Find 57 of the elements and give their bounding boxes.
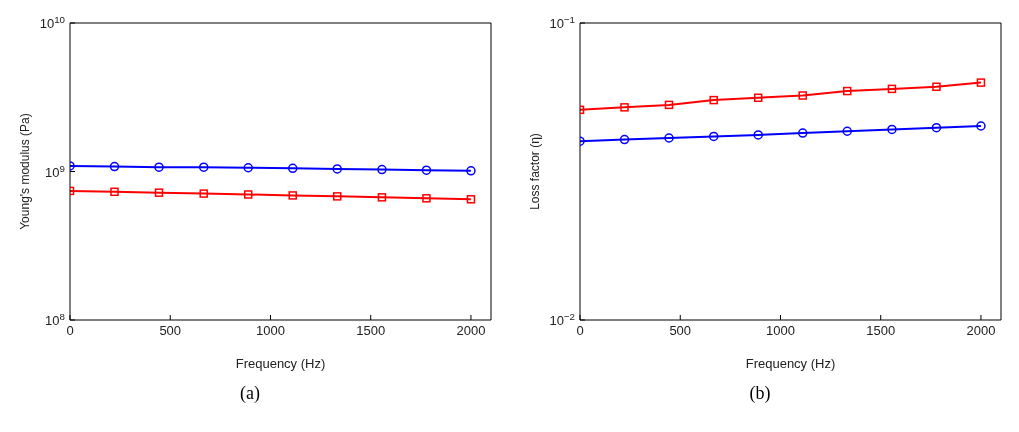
y-tick-label: 10$^{8}$ (45, 310, 65, 328)
point (753, 130, 763, 140)
x-tick-label: 1000 (256, 323, 285, 338)
text: (b) (749, 383, 771, 404)
point (976, 121, 986, 131)
point (466, 166, 476, 176)
point (708, 131, 719, 142)
point (377, 164, 387, 175)
point (976, 78, 986, 87)
y-axis-title: Loss factor (η) (528, 133, 543, 210)
point (664, 100, 674, 110)
x-tick-label: 500 (159, 323, 182, 338)
point (887, 84, 897, 94)
y-tick-label: 10$^{−2}$ (549, 310, 575, 328)
point (199, 189, 208, 198)
point (709, 95, 718, 105)
point (154, 162, 164, 172)
point (198, 162, 209, 172)
y-tick-label: 10$^{9}$ (45, 162, 65, 180)
x-tick-label: 0 (66, 323, 74, 338)
x-tick-label: 1500 (356, 323, 386, 338)
point (154, 188, 164, 197)
y-axis-title: Young's modulus (Pa) (18, 113, 33, 230)
point (377, 193, 387, 202)
point (619, 134, 630, 145)
text: (a) (240, 383, 260, 404)
point (620, 103, 629, 112)
x-tick-label: 2000 (966, 323, 996, 338)
x-tick-label: 1000 (766, 323, 795, 338)
y-tick-label: 10$^{−1}$ (549, 13, 575, 31)
point (243, 190, 253, 199)
point (842, 86, 852, 96)
point (288, 191, 297, 200)
point (931, 122, 942, 133)
x-axis-title: Frequency (Hz) (745, 356, 836, 371)
point (932, 82, 941, 92)
point (243, 162, 253, 173)
point (109, 161, 120, 172)
point (664, 133, 674, 143)
point (332, 192, 342, 201)
point (798, 91, 807, 100)
point (422, 194, 431, 203)
point (287, 163, 298, 174)
point (887, 124, 897, 135)
point (110, 187, 119, 197)
point (466, 195, 476, 204)
point (797, 128, 808, 138)
x-axis-title: Frequency (Hz) (235, 356, 326, 371)
x-tick-label: 500 (669, 323, 692, 338)
x-tick-label: 2000 (456, 323, 486, 338)
y-tick-label: 10$^{10}$ (39, 13, 66, 31)
x-tick-label: 0 (576, 323, 584, 338)
x-tick-label: 1500 (866, 323, 896, 338)
point (421, 165, 432, 175)
point (332, 164, 342, 174)
point (753, 93, 763, 103)
point (842, 126, 852, 137)
